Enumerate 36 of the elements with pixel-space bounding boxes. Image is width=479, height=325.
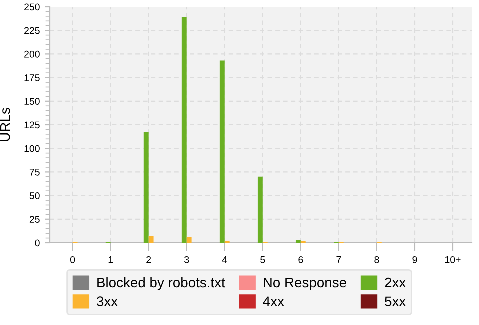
legend-label: 4xx bbox=[263, 296, 284, 306]
bar bbox=[148, 236, 154, 243]
y-axis-title: URLs bbox=[0, 108, 10, 142]
legend-label: 3xx bbox=[97, 296, 118, 307]
bar bbox=[220, 60, 225, 243]
bar bbox=[144, 132, 149, 243]
x-tick-label: 1 bbox=[108, 256, 114, 264]
bar bbox=[186, 237, 192, 243]
y-tick-label: 250 bbox=[24, 4, 40, 11]
x-tick-label: 8 bbox=[374, 256, 380, 264]
x-tick-label: 0 bbox=[70, 256, 76, 264]
y-tick-label: 100 bbox=[24, 145, 40, 152]
x-tick-label: 10+ bbox=[445, 256, 461, 264]
bar bbox=[182, 17, 187, 243]
y-tick-label: 75 bbox=[30, 169, 40, 176]
x-tick-label: 6 bbox=[298, 256, 304, 264]
bar bbox=[258, 176, 263, 243]
x-tick-label: 2 bbox=[146, 256, 152, 264]
y-tick-label: 125 bbox=[24, 122, 40, 129]
x-tick-label: 4 bbox=[222, 256, 228, 264]
x-tick-label: 3 bbox=[184, 256, 190, 264]
x-tick-label: 5 bbox=[260, 256, 266, 264]
legend-label: Blocked by robots.txt bbox=[98, 277, 226, 290]
legend-label: 2xx bbox=[385, 278, 406, 288]
y-tick-label: 175 bbox=[24, 74, 40, 82]
y-tick-label: 0 bbox=[35, 240, 40, 247]
y-tick-label: 200 bbox=[24, 50, 40, 58]
x-tick-label: 7 bbox=[336, 256, 342, 264]
y-tick-label: 50 bbox=[30, 192, 40, 200]
legend-label: No Response bbox=[264, 278, 346, 290]
y-tick-label: 150 bbox=[24, 98, 40, 106]
bar bbox=[296, 240, 301, 243]
legend-label: 5xx bbox=[385, 296, 406, 307]
y-tick-label: 225 bbox=[24, 27, 40, 34]
x-tick-label: 9 bbox=[412, 256, 418, 264]
y-tick-label: 25 bbox=[30, 216, 40, 224]
